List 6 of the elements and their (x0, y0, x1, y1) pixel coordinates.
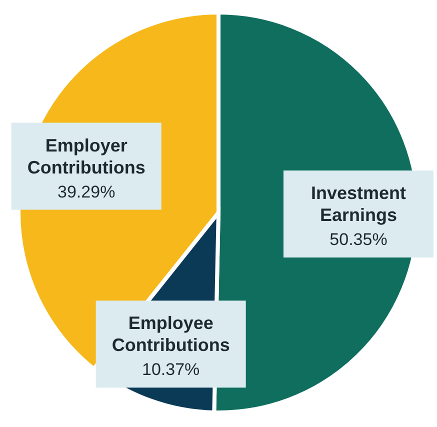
slice-label: Employer Contributions (27, 135, 146, 178)
data-label: 10.37% (142, 360, 200, 380)
data-label: 50.35% (330, 230, 388, 250)
data-label: 39.29% (58, 182, 116, 202)
slice-label: Investment Earnings (310, 183, 406, 226)
slice-label: Employee Contributions (112, 313, 230, 356)
